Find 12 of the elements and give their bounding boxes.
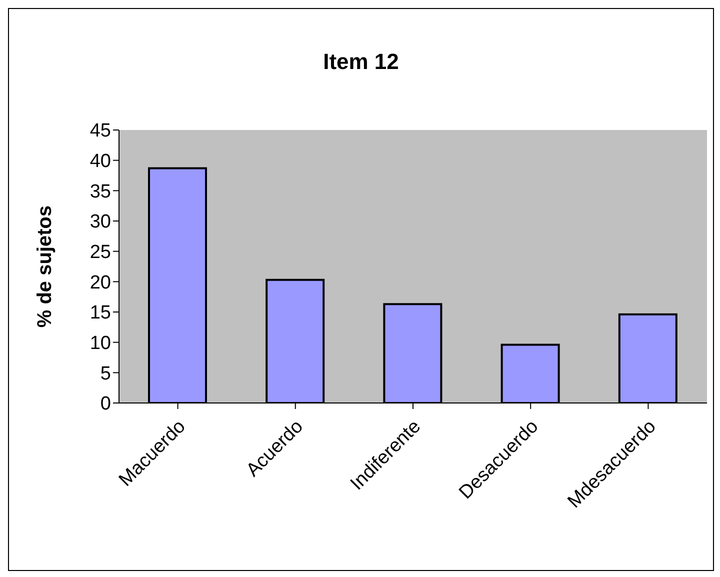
y-tick-label: 35 [90,181,111,202]
y-tick-label: 20 [90,272,111,294]
y-tick-label: 10 [90,333,111,354]
y-tick-label: 25 [90,242,111,264]
y-tick-label: 0 [100,394,111,415]
y-tick-label: 15 [90,302,111,324]
y-axis-title: % de sujetos [34,205,56,328]
y-tick-label: 40 [90,151,111,172]
y-tick-label: 30 [90,212,111,233]
chart-title: Item 12 [322,49,400,75]
y-tick-label: 5 [100,363,111,384]
y-tick-label: 45 [90,120,111,142]
